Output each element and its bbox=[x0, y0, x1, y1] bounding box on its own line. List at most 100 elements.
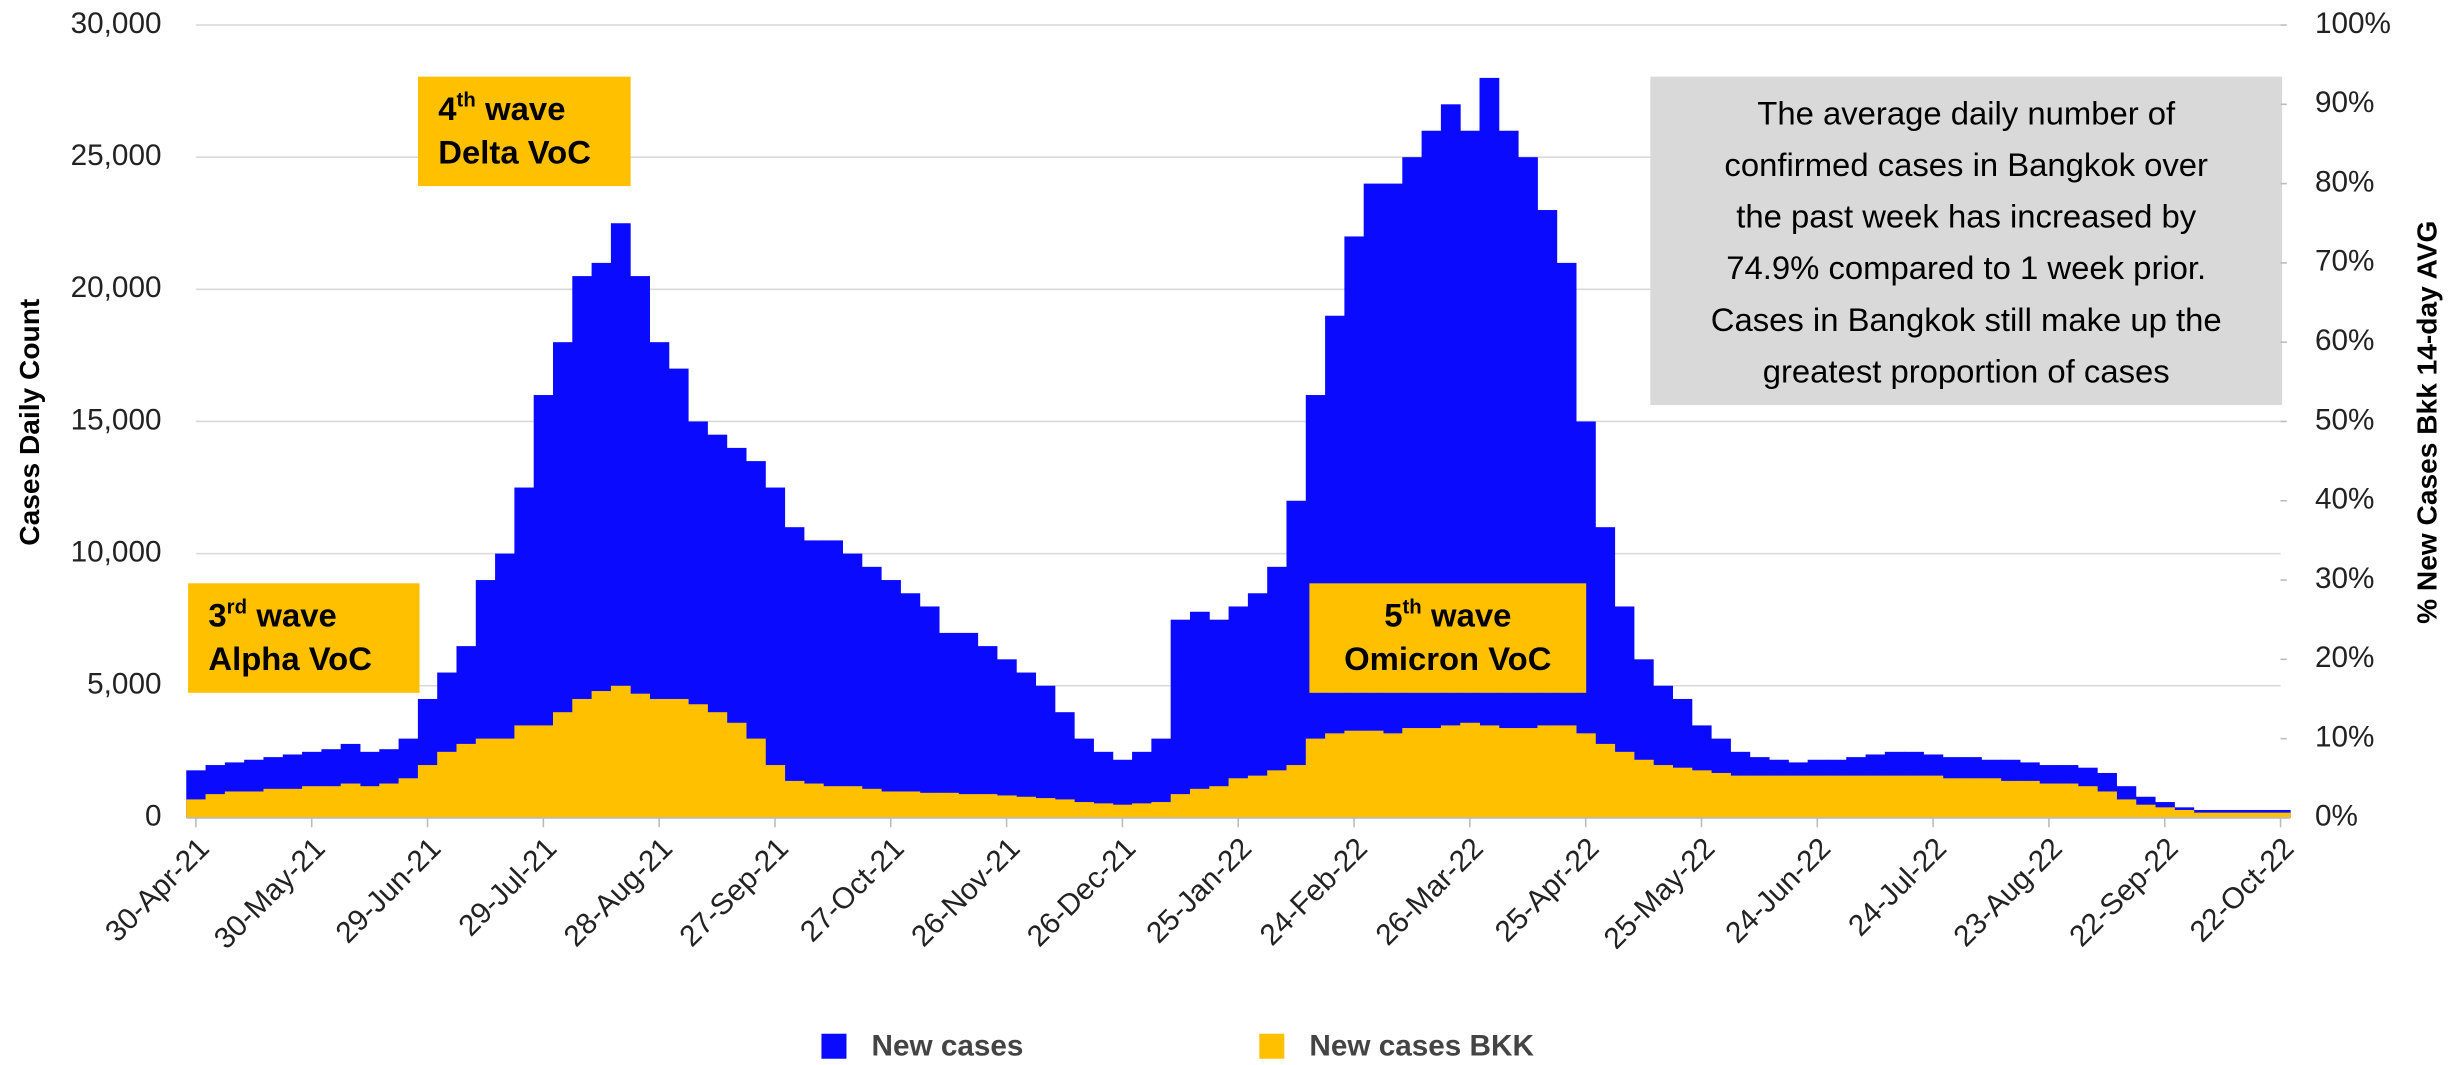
bar bbox=[842, 786, 863, 818]
bar bbox=[1923, 775, 1944, 818]
y-tick-label: 10,000 bbox=[71, 535, 162, 568]
bar bbox=[2135, 804, 2156, 818]
y2-tick-label: 90% bbox=[2315, 86, 2374, 119]
x-tick-label: 27-Oct-21 bbox=[794, 832, 911, 949]
bar bbox=[1421, 728, 1442, 818]
bar bbox=[1054, 799, 1075, 818]
x-tick-label: 29-Jun-21 bbox=[329, 832, 447, 950]
bar bbox=[977, 794, 998, 818]
bar bbox=[244, 791, 264, 818]
bar bbox=[1402, 728, 1423, 818]
note-line: The average daily number of bbox=[1757, 94, 2176, 131]
bar bbox=[1132, 751, 1152, 818]
bar bbox=[398, 778, 419, 818]
bar bbox=[746, 461, 766, 818]
bar bbox=[842, 553, 863, 818]
note-box bbox=[1650, 76, 2283, 406]
bar bbox=[591, 691, 612, 818]
x-tick-label: 25-Jan-22 bbox=[1140, 832, 1258, 950]
bar bbox=[572, 276, 593, 818]
bar bbox=[2116, 799, 2137, 818]
bar bbox=[900, 791, 921, 818]
bar bbox=[2097, 791, 2117, 818]
bar bbox=[881, 791, 901, 818]
bar bbox=[2251, 812, 2272, 818]
x-tick-label: 25-May-22 bbox=[1598, 832, 1722, 956]
bar bbox=[1344, 730, 1365, 818]
annotation-sup: th bbox=[1402, 597, 1421, 619]
bar bbox=[2270, 812, 2291, 818]
y2-tick-label: 30% bbox=[2315, 562, 2374, 595]
annotation-sup: rd bbox=[227, 597, 247, 619]
bar bbox=[379, 783, 400, 818]
bar bbox=[1711, 772, 1731, 818]
bar bbox=[1054, 712, 1075, 818]
bar bbox=[282, 788, 303, 818]
x-tick-label: 24-Jul-22 bbox=[1842, 832, 1953, 943]
annotation-box bbox=[1309, 583, 1587, 693]
annotation-box bbox=[417, 76, 631, 187]
bar bbox=[1267, 770, 1287, 818]
bar bbox=[1498, 130, 1519, 818]
bar bbox=[861, 566, 882, 818]
bar bbox=[1498, 728, 1519, 818]
annotation-voc: Omicron VoC bbox=[1344, 640, 1551, 677]
bar bbox=[514, 725, 535, 818]
bar bbox=[707, 712, 728, 818]
bar bbox=[2155, 807, 2175, 818]
bar bbox=[205, 794, 226, 818]
bar bbox=[1595, 743, 1616, 818]
note-line: Cases in Bangkok still make up the bbox=[1711, 301, 2222, 338]
bar bbox=[1614, 751, 1635, 818]
bar bbox=[1325, 733, 1345, 818]
annotation-title: 3rd wave bbox=[208, 596, 336, 633]
bar bbox=[1440, 104, 1461, 818]
x-tick-label: 30-May-21 bbox=[208, 832, 332, 956]
bar bbox=[1344, 236, 1365, 818]
bar bbox=[1672, 767, 1693, 818]
bar bbox=[533, 725, 554, 818]
bar bbox=[2212, 812, 2233, 818]
bar bbox=[1209, 619, 1230, 818]
y-tick-label: 15,000 bbox=[71, 403, 162, 436]
bar bbox=[919, 792, 940, 818]
x-tick-label: 22-Oct-22 bbox=[2184, 832, 2301, 949]
bar bbox=[1865, 775, 1886, 818]
bar bbox=[1421, 130, 1442, 818]
bar bbox=[823, 786, 844, 818]
y2-tick-label: 80% bbox=[2315, 165, 2374, 198]
bar bbox=[1556, 725, 1577, 818]
bar bbox=[1691, 770, 1712, 818]
annotation-ordinal: 5 bbox=[1384, 596, 1402, 633]
x-tick-label: 29-Jul-21 bbox=[452, 832, 563, 943]
bar bbox=[1286, 765, 1307, 818]
bar bbox=[572, 698, 593, 818]
bar bbox=[996, 795, 1017, 818]
bar bbox=[1247, 775, 1268, 818]
bar bbox=[1382, 183, 1403, 818]
bar bbox=[1151, 738, 1172, 818]
bar bbox=[1112, 804, 1133, 818]
y2-tick-label: 40% bbox=[2315, 483, 2374, 516]
bar bbox=[1942, 778, 1963, 818]
bar bbox=[649, 698, 670, 818]
bar bbox=[1247, 593, 1268, 818]
bar bbox=[1112, 759, 1133, 818]
bar bbox=[996, 659, 1017, 818]
bar bbox=[1633, 759, 1654, 818]
bar bbox=[417, 765, 438, 818]
bar bbox=[861, 788, 882, 818]
bar bbox=[533, 395, 554, 818]
bar bbox=[1518, 728, 1538, 818]
bar bbox=[939, 632, 959, 818]
bar bbox=[1074, 802, 1094, 818]
bar bbox=[359, 786, 380, 818]
bar bbox=[1267, 566, 1287, 818]
bar bbox=[1305, 738, 1326, 818]
bar bbox=[1209, 786, 1230, 818]
bar bbox=[610, 685, 631, 818]
note-line: 74.9% compared to 1 week prior. bbox=[1726, 249, 2206, 286]
y-tick-label: 0 bbox=[145, 800, 162, 833]
